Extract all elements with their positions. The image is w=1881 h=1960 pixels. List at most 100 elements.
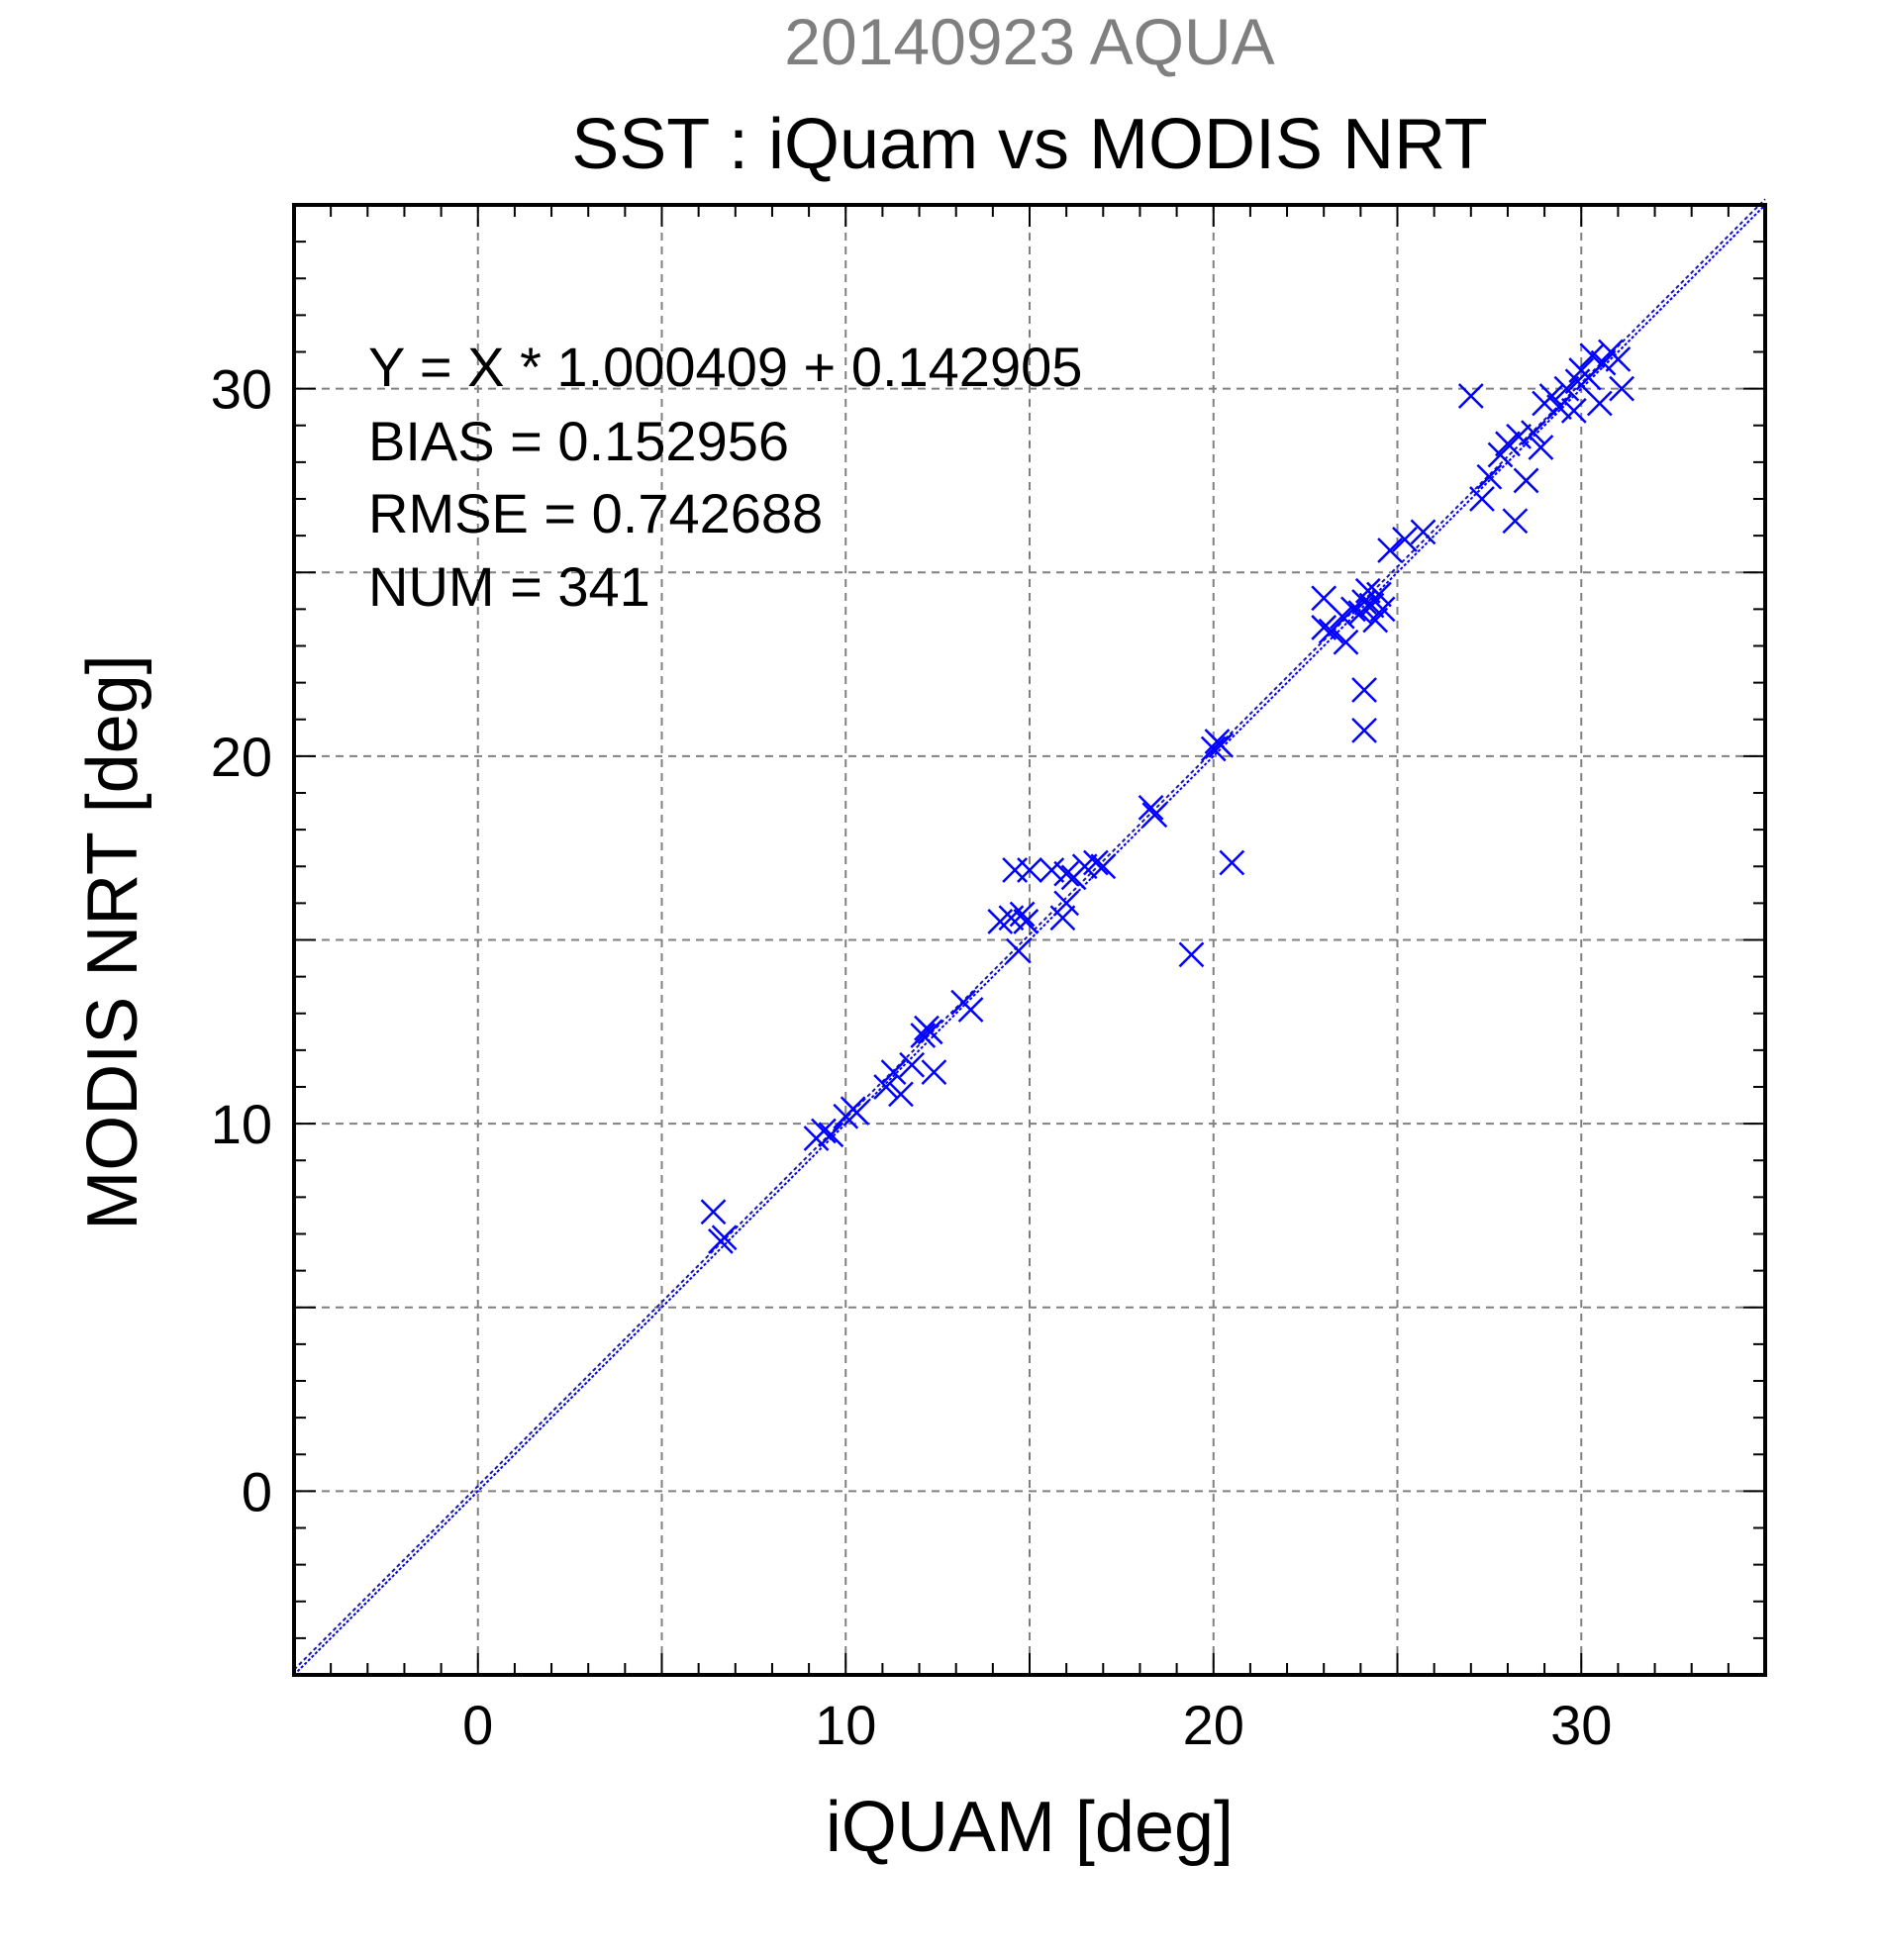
data-point-stroke (1476, 463, 1503, 490)
plot-frame (292, 203, 1767, 1677)
data-point (818, 1122, 844, 1148)
data-point-stroke (1579, 343, 1606, 369)
data-point-stroke (921, 1059, 947, 1086)
data-point-stroke (1013, 909, 1040, 934)
data-point (1513, 467, 1539, 494)
data-point (1392, 526, 1418, 552)
data-point (921, 1059, 947, 1086)
data-point (1009, 901, 1036, 928)
y-tick-label: 30 (211, 358, 272, 421)
data-point (1318, 618, 1344, 644)
data-point (1351, 718, 1377, 743)
data-point (1369, 596, 1396, 623)
data-point (811, 1118, 837, 1144)
data-point (873, 1074, 899, 1100)
chart-title: SST : iQuam vs MODIS NRT (571, 105, 1488, 184)
data-point-stroke (1538, 383, 1565, 409)
data-point-stroke (1502, 508, 1529, 535)
data-point (1521, 420, 1546, 446)
data-point-stroke (1049, 905, 1076, 931)
data-point (1377, 538, 1403, 563)
data-point (1053, 890, 1080, 917)
y-tick-label: 0 (242, 1460, 272, 1522)
data-point-stroke (811, 1118, 837, 1144)
data-point (880, 1059, 907, 1086)
data-point (1005, 937, 1032, 964)
data-point-stroke (1469, 486, 1495, 512)
data-point-stroke (1082, 849, 1109, 876)
data-point (1090, 853, 1117, 880)
x-tick-label: 0 (462, 1694, 493, 1756)
data-point-stroke (1609, 375, 1634, 402)
data-point-stroke (1528, 435, 1554, 460)
data-point (917, 1019, 943, 1045)
data-point (711, 1225, 738, 1251)
data-point (1362, 607, 1389, 634)
data-point-stroke (1362, 607, 1389, 634)
data-point-stroke (1506, 424, 1532, 449)
data-point (1553, 375, 1580, 402)
data-point (1200, 735, 1227, 762)
data-point (1586, 390, 1613, 417)
data-point-stroke (1351, 677, 1377, 703)
data-point (910, 1023, 937, 1048)
regression-line (293, 198, 1766, 1671)
data-point (1053, 860, 1080, 887)
data-point (1506, 424, 1532, 449)
data-point-stroke (1366, 581, 1392, 608)
data-point-stroke (1039, 857, 1065, 883)
data-point-stroke (1590, 349, 1617, 376)
data-point-stroke (1495, 431, 1521, 457)
data-point (1590, 349, 1617, 376)
data-point (1605, 346, 1632, 372)
data-point (1410, 519, 1436, 545)
data-point (700, 1199, 727, 1225)
data-point (1546, 394, 1572, 421)
x-tick-label: 10 (815, 1694, 876, 1756)
fit-equation: Y = X * 1.000409 + 0.142905 (368, 336, 1082, 398)
data-point-stroke (957, 997, 984, 1023)
data-point (1351, 677, 1377, 703)
data-point (1579, 343, 1606, 369)
data-point (1538, 383, 1565, 409)
data-point-stroke (1560, 398, 1587, 424)
x-axis-label: iQUAM [deg] (826, 1788, 1234, 1867)
data-point-stroke (818, 1122, 844, 1148)
data-point (1039, 857, 1065, 883)
data-point-stroke (1090, 853, 1117, 880)
data-point-stroke (917, 1019, 943, 1045)
data-point (1333, 629, 1359, 655)
x-tick-label: 30 (1550, 1694, 1612, 1756)
data-point (1311, 615, 1337, 640)
data-point-stroke (910, 1023, 937, 1048)
data-point-stroke (1311, 615, 1337, 640)
data-point-stroke (1009, 901, 1036, 928)
data-point-stroke (1605, 346, 1632, 372)
data-point (1141, 802, 1168, 829)
data-point (1049, 905, 1076, 931)
data-point (899, 1051, 926, 1078)
data-point-stroke (711, 1225, 738, 1251)
num-text: NUM = 341 (368, 555, 650, 618)
data-point-stroke (1358, 592, 1385, 619)
data-point (1457, 383, 1484, 409)
data-point (1609, 375, 1634, 402)
y-axis-label: MODIS NRT [deg] (73, 654, 152, 1230)
data-point (1219, 849, 1245, 876)
data-point (1013, 909, 1040, 934)
data-point-stroke (1586, 390, 1613, 417)
data-point-stroke (1392, 526, 1418, 552)
data-point-stroke (1546, 394, 1572, 421)
data-points (700, 339, 1634, 1254)
data-point-stroke (1318, 618, 1344, 644)
data-point (843, 1100, 870, 1126)
data-point (1208, 732, 1235, 758)
data-point-stroke (1410, 519, 1436, 545)
data-point-stroke (700, 1199, 727, 1225)
data-point-stroke (1333, 629, 1359, 655)
data-point-stroke (1340, 596, 1366, 623)
data-point (957, 997, 984, 1023)
data-point-stroke (1141, 802, 1168, 829)
data-point-stroke (1017, 857, 1042, 883)
